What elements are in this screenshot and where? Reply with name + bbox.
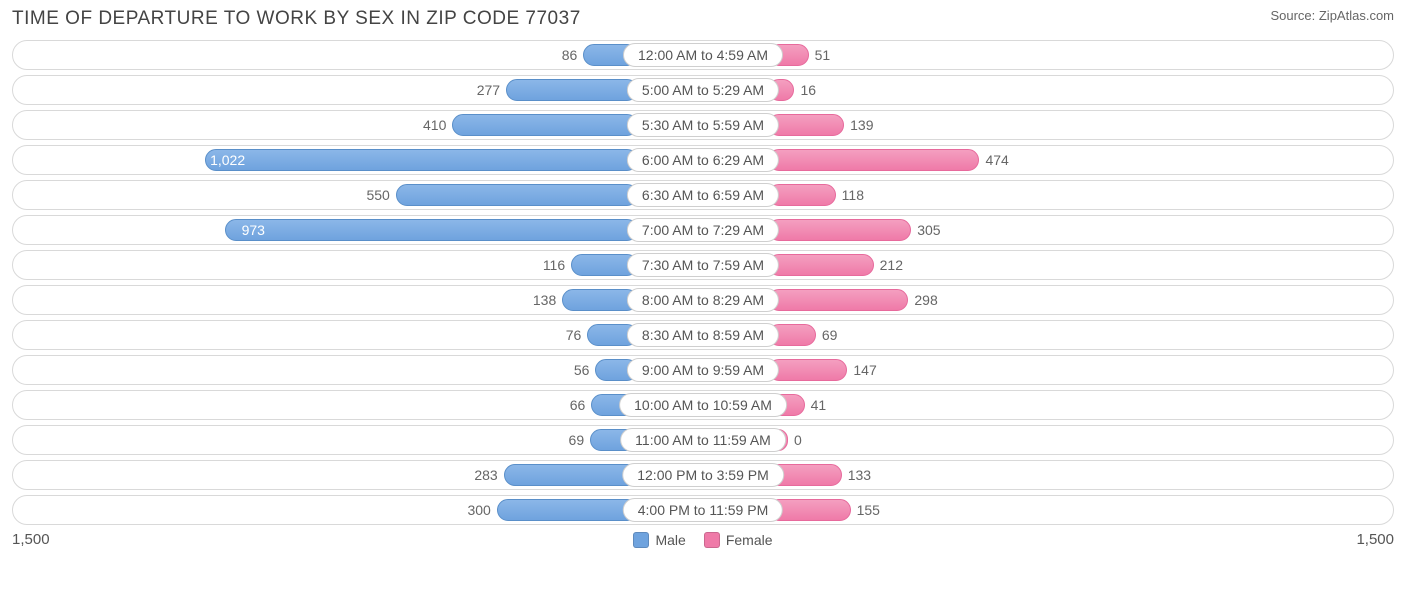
value-male: 138 [533,292,556,308]
value-male: 76 [566,327,582,343]
value-female: 16 [800,82,816,98]
bar-female [768,219,911,241]
bar-female [768,359,847,381]
value-male: 56 [574,362,590,378]
chart-row: 12:00 PM to 3:59 PM 283 133 [12,460,1394,490]
bar-male [504,464,638,486]
chart-legend: Male Female [633,532,772,548]
value-female: 155 [857,502,880,518]
legend-label-female: Female [726,532,773,548]
value-female: 51 [815,47,831,63]
bar-male [506,79,638,101]
axis-right-max: 1,500 [1356,531,1394,548]
bar-female [768,289,908,311]
row-time-label: 6:30 AM to 6:59 AM [627,183,779,207]
value-male: 116 [543,257,565,273]
value-female: 133 [848,467,871,483]
bar-male [396,184,638,206]
chart-row: 6:30 AM to 6:59 AM 550 118 [12,180,1394,210]
value-female: 118 [842,187,864,203]
value-male: 410 [423,117,446,133]
chart-row: 11:00 AM to 11:59 AM 69 0 [12,425,1394,455]
bar-female [768,254,874,276]
chart-row: 7:00 AM to 7:29 AM 973 305 [12,215,1394,245]
value-female: 474 [985,152,1008,168]
bar-male [497,499,638,521]
chart-row: 6:00 AM to 6:29 AM 1,022 474 [12,145,1394,175]
bar-male [452,114,638,136]
legend-item-female: Female [704,532,773,548]
value-female: 69 [822,327,838,343]
chart-header: TIME OF DEPARTURE TO WORK BY SEX IN ZIP … [12,8,1394,30]
chart-source: Source: ZipAtlas.com [1270,8,1394,23]
row-time-label: 8:00 AM to 8:29 AM [627,288,779,312]
value-female: 147 [853,362,876,378]
value-male: 277 [477,82,500,98]
chart-row: 5:00 AM to 5:29 AM 277 16 [12,75,1394,105]
value-male: 550 [366,187,389,203]
row-time-label: 10:00 AM to 10:59 AM [619,393,787,417]
value-female: 305 [917,222,940,238]
value-male: 1,022 [210,152,245,168]
bar-female [768,149,979,171]
chart-row: 7:30 AM to 7:59 AM 116 212 [12,250,1394,280]
row-time-label: 7:00 AM to 7:29 AM [627,218,779,242]
chart-row: 12:00 AM to 4:59 AM 86 51 [12,40,1394,70]
chart-row: 8:30 AM to 8:59 AM 76 69 [12,320,1394,350]
row-time-label: 12:00 PM to 3:59 PM [622,463,784,487]
value-male: 86 [562,47,578,63]
legend-swatch-male [633,532,649,548]
legend-item-male: Male [633,532,685,548]
value-female: 212 [880,257,903,273]
legend-label-male: Male [655,532,685,548]
diverging-bar-chart: 12:00 AM to 4:59 AM 86 51 5:00 AM to 5:29 A… [12,40,1394,525]
value-female: 41 [811,397,827,413]
axis-left-max: 1,500 [12,531,50,548]
bar-male [205,149,638,171]
chart-title: TIME OF DEPARTURE TO WORK BY SEX IN ZIP … [12,8,581,30]
bar-female [768,114,844,136]
value-male: 283 [474,467,497,483]
value-male: 300 [467,502,490,518]
row-time-label: 8:30 AM to 8:59 AM [627,323,779,347]
value-female: 139 [850,117,873,133]
value-male: 973 [242,222,265,238]
value-male: 69 [569,432,585,448]
legend-swatch-female [704,532,720,548]
chart-row: 9:00 AM to 9:59 AM 56 147 [12,355,1394,385]
row-time-label: 5:00 AM to 5:29 AM [627,78,779,102]
row-time-label: 4:00 PM to 11:59 PM [623,498,783,522]
value-male: 66 [570,397,586,413]
chart-row: 5:30 AM to 5:59 AM 410 139 [12,110,1394,140]
chart-footer: 1,500 Male Female 1,500 [12,531,1394,548]
row-time-label: 6:00 AM to 6:29 AM [627,148,779,172]
chart-row: 4:00 PM to 11:59 PM 300 155 [12,495,1394,525]
row-time-label: 9:00 AM to 9:59 AM [627,358,779,382]
bar-male [225,219,638,241]
chart-row: 8:00 AM to 8:29 AM 138 298 [12,285,1394,315]
row-time-label: 7:30 AM to 7:59 AM [627,253,779,277]
row-time-label: 5:30 AM to 5:59 AM [627,113,779,137]
row-time-label: 12:00 AM to 4:59 AM [623,43,783,67]
row-time-label: 11:00 AM to 11:59 AM [620,428,786,452]
value-female: 0 [794,432,802,448]
value-female: 298 [914,292,937,308]
chart-row: 10:00 AM to 10:59 AM 66 41 [12,390,1394,420]
